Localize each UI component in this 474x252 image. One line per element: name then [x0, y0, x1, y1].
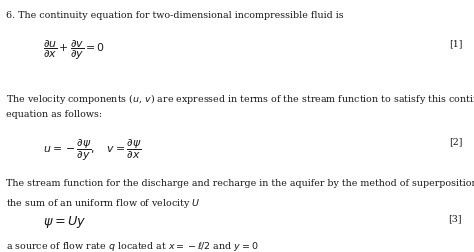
Text: $u=-\dfrac{\partial \psi}{\partial y},\quad v=\dfrac{\partial \psi}{\partial x}$: $u=-\dfrac{\partial \psi}{\partial y},\q…	[43, 137, 141, 163]
Text: $\dfrac{\partial u}{\partial x}+\dfrac{\partial v}{\partial y}=0$: $\dfrac{\partial u}{\partial x}+\dfrac{\…	[43, 39, 105, 62]
Text: [1]: [1]	[449, 39, 462, 48]
Text: [2]: [2]	[449, 137, 462, 146]
Text: the sum of an uniform flow of velocity $U$: the sum of an uniform flow of velocity $…	[6, 197, 201, 210]
Text: $\psi=Uy$: $\psi=Uy$	[43, 214, 86, 230]
Text: The velocity components ($u$, $v$) are expressed in terms of the stream function: The velocity components ($u$, $v$) are e…	[6, 92, 474, 106]
Text: [3]: [3]	[448, 214, 462, 223]
Text: a source of flow rate $q$ located at $x=-\ell/2$ and $y=0$: a source of flow rate $q$ located at $x=…	[6, 240, 259, 252]
Text: equation as follows:: equation as follows:	[6, 110, 102, 119]
Text: The stream function for the discharge and recharge in the aquifer by the method : The stream function for the discharge an…	[6, 179, 474, 188]
Text: 6. The continuity equation for two-dimensional incompressible fluid is: 6. The continuity equation for two-dimen…	[6, 11, 344, 20]
